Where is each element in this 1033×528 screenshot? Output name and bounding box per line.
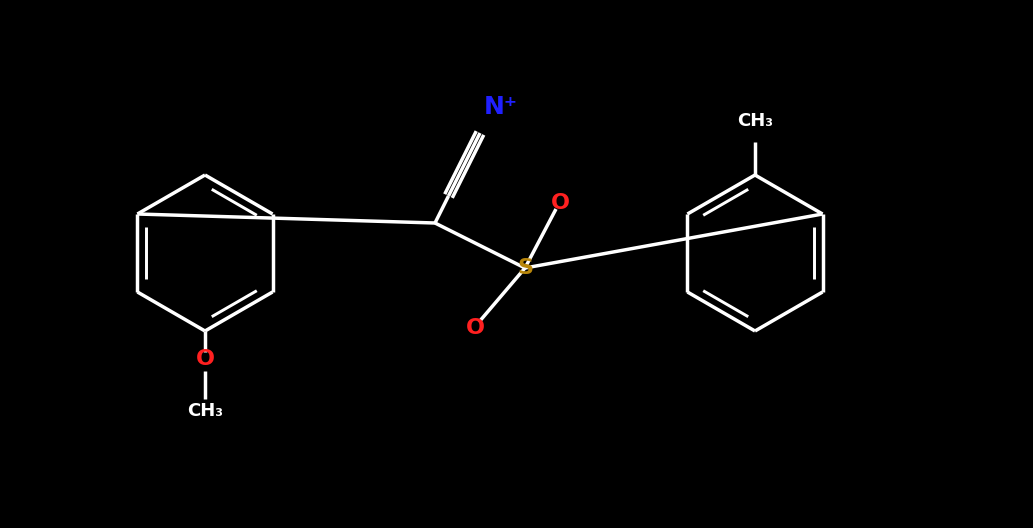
Text: CH₃: CH₃ xyxy=(187,402,223,420)
Text: CH₃: CH₃ xyxy=(737,112,773,130)
Text: O: O xyxy=(466,318,484,338)
Text: O: O xyxy=(551,193,569,213)
Text: O: O xyxy=(195,349,215,369)
Text: N⁺: N⁺ xyxy=(484,95,518,119)
Text: S: S xyxy=(516,258,533,278)
